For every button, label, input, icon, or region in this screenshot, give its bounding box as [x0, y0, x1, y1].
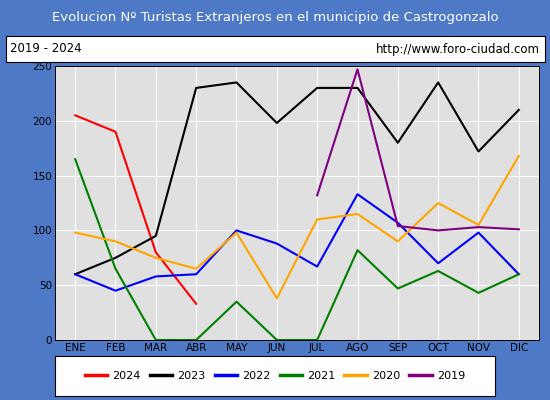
Text: Evolucion Nº Turistas Extranjeros en el municipio de Castrogonzalo: Evolucion Nº Turistas Extranjeros en el … [52, 12, 498, 24]
Text: 2019 - 2024: 2019 - 2024 [10, 42, 81, 56]
Text: http://www.foro-ciudad.com: http://www.foro-ciudad.com [376, 42, 540, 56]
Legend: 2024, 2023, 2022, 2021, 2020, 2019: 2024, 2023, 2022, 2021, 2020, 2019 [80, 366, 470, 386]
